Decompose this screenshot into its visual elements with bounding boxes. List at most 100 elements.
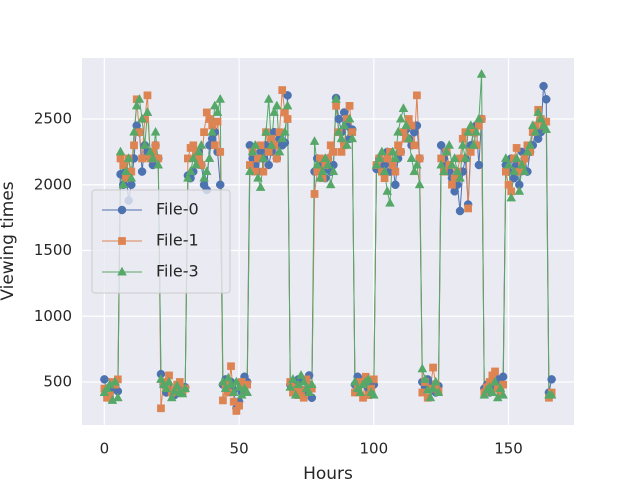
marker	[143, 91, 152, 100]
marker	[326, 141, 335, 150]
marker	[387, 146, 398, 156]
marker	[205, 115, 214, 123]
marker	[428, 383, 438, 393]
marker	[202, 108, 211, 117]
y-tick-label: 2500	[34, 110, 72, 128]
marker	[142, 107, 153, 116]
marker	[414, 179, 425, 189]
marker	[278, 86, 287, 94]
marker	[331, 93, 341, 103]
marker	[216, 148, 225, 156]
marker	[307, 379, 317, 389]
marker	[413, 91, 421, 100]
marker	[258, 153, 269, 162]
marker	[371, 159, 382, 169]
marker	[228, 387, 239, 396]
marker	[395, 113, 406, 123]
marker	[129, 126, 139, 136]
marker	[191, 159, 201, 169]
marker	[479, 389, 490, 399]
marker	[547, 375, 556, 384]
marker	[288, 374, 298, 383]
marker	[393, 126, 403, 136]
marker	[495, 383, 506, 393]
marker	[448, 180, 456, 189]
marker	[245, 166, 255, 176]
marker	[455, 206, 465, 216]
marker	[460, 153, 471, 162]
marker	[415, 154, 424, 163]
marker	[342, 139, 352, 149]
marker	[465, 120, 476, 130]
marker	[344, 113, 355, 123]
marker	[110, 376, 120, 386]
marker	[277, 133, 288, 143]
marker	[298, 376, 309, 386]
marker	[417, 363, 428, 373]
legend-label: File-0	[156, 200, 199, 219]
marker	[317, 166, 328, 176]
marker	[337, 148, 346, 156]
marker	[123, 153, 134, 162]
marker	[396, 148, 405, 156]
marker	[436, 159, 446, 169]
marker	[466, 148, 475, 156]
legend-label: File-3	[156, 262, 199, 281]
marker	[323, 159, 333, 169]
marker	[406, 153, 417, 162]
marker	[166, 392, 177, 402]
marker	[115, 146, 126, 156]
marker	[264, 148, 273, 156]
marker	[130, 141, 138, 150]
marker	[201, 166, 212, 176]
marker	[355, 387, 366, 396]
marker	[261, 126, 271, 136]
marker	[530, 126, 541, 136]
marker	[138, 154, 146, 163]
marker	[253, 172, 263, 182]
marker	[188, 153, 199, 162]
marker	[388, 161, 397, 169]
marker	[391, 180, 400, 190]
marker	[180, 383, 191, 393]
marker	[185, 166, 196, 176]
marker	[463, 126, 473, 136]
marker	[172, 380, 182, 390]
marker	[339, 120, 349, 130]
marker	[474, 113, 484, 123]
marker	[525, 139, 535, 149]
marker	[363, 374, 374, 383]
marker	[522, 146, 533, 156]
marker	[409, 166, 420, 176]
marker	[444, 139, 455, 149]
marker	[511, 153, 522, 162]
marker	[420, 374, 430, 383]
marker	[541, 95, 551, 104]
marker	[113, 392, 123, 402]
legend-box	[91, 189, 231, 294]
marker	[464, 204, 472, 213]
marker	[436, 141, 446, 150]
marker	[498, 389, 508, 399]
marker	[137, 113, 147, 123]
marker	[304, 387, 314, 396]
marker	[204, 153, 215, 162]
marker	[509, 166, 519, 176]
marker	[374, 153, 385, 162]
marker	[501, 153, 511, 162]
marker	[468, 139, 479, 149]
marker	[309, 136, 320, 145]
marker	[250, 139, 261, 149]
marker	[272, 154, 281, 163]
marker	[380, 174, 389, 183]
marker	[383, 154, 392, 163]
marker	[207, 126, 217, 136]
marker	[213, 117, 222, 126]
marker	[255, 182, 266, 191]
marker	[145, 146, 155, 156]
marker	[227, 362, 235, 371]
marker	[269, 107, 279, 116]
marker	[229, 397, 238, 406]
marker	[425, 392, 436, 402]
y-axis-label: Viewing times	[0, 181, 18, 300]
